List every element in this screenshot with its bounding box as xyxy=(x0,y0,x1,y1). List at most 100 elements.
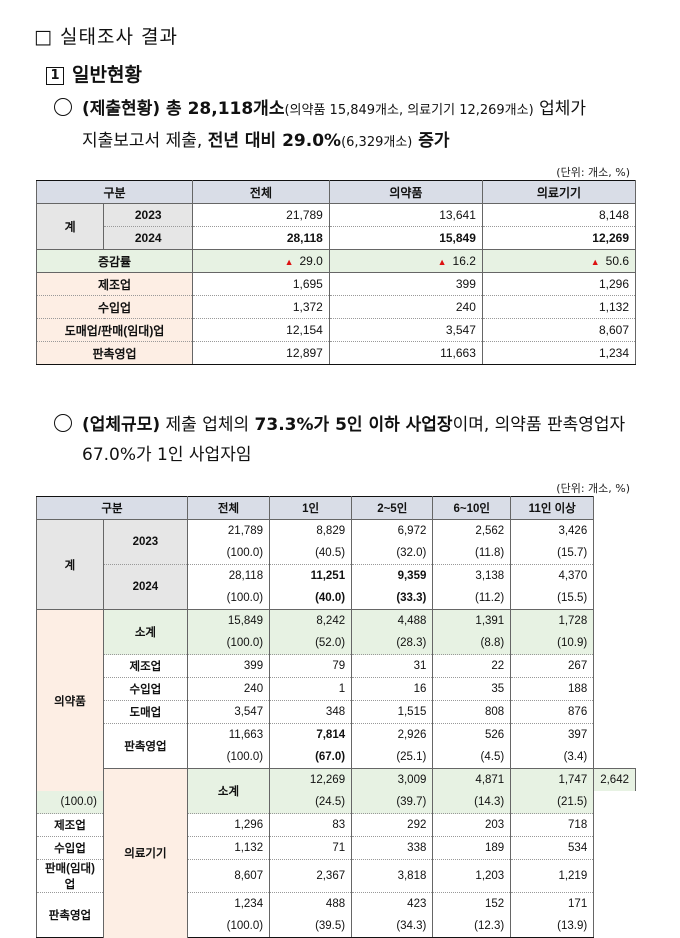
table-row: (100.0) (40.5) (32.0) (11.8) (15.7) xyxy=(37,542,636,565)
cell: 348 xyxy=(269,700,353,724)
cell: (21.5) xyxy=(510,791,595,814)
table-row: 계 2023 21,789 13,641 8,148 xyxy=(35,203,637,250)
subsection-number: 1 xyxy=(46,67,64,85)
growth-label: 증감률 xyxy=(35,249,194,273)
cell: (32.0) xyxy=(351,542,434,565)
cell: 3,138 xyxy=(432,564,512,587)
header-category: 구분 xyxy=(36,496,188,520)
drug-group-label: 의약품 xyxy=(36,609,104,791)
cell: 240 xyxy=(328,295,483,319)
para1-line2a: 지출보고서 제출, xyxy=(82,131,208,151)
row-label: 판매(임대)업 xyxy=(36,859,104,893)
header-drug: 의약품 xyxy=(328,180,483,204)
row-label: 수입업 xyxy=(102,677,188,701)
cell: 7,814 xyxy=(269,723,353,746)
table2-unit: (단위: 개소, %) xyxy=(556,482,630,495)
para2-part4: 이며, 의약품 판촉영업자 xyxy=(452,415,626,435)
header-2to5: 2~5인 xyxy=(351,496,434,520)
year-label: 2024 xyxy=(102,564,188,610)
checkbox-square-icon: □ xyxy=(34,26,53,48)
table-row: 도매업 3,547 348 1,515 808 876 xyxy=(37,700,636,724)
table-row: 판촉영업 12,897 11,663 1,234 xyxy=(35,341,637,365)
subtotal-label: 소계 xyxy=(186,768,271,814)
paragraph-submission: (제출현황) 총 28,118개소(의약품 15,849개소, 의료기기 12,… xyxy=(54,94,654,158)
table-row: 의약품 소계 15,849 8,242 4,488 1,391 1,728 xyxy=(36,609,636,791)
row-label: 수입업 xyxy=(35,295,194,319)
up-triangle-icon: ▲ xyxy=(590,257,600,267)
cell: (12.3) xyxy=(432,915,512,938)
cell: 292 xyxy=(351,813,434,837)
table-row: 수입업 1,132 71 338 189 534 xyxy=(36,836,636,860)
para1-line2b: 전년 대비 29.0% xyxy=(207,131,342,151)
cell: 1,695 xyxy=(192,272,330,296)
cell: 8,607 xyxy=(481,318,637,342)
table-row: 수입업 240 1 16 35 188 xyxy=(37,677,636,701)
cell: (39.7) xyxy=(351,791,434,814)
table-row: 2024 28,118 15,849 12,269 xyxy=(37,226,637,250)
cell: 3,547 xyxy=(186,700,271,724)
para1-part2: (의약품 15,849개소, 의료기기 12,269개소) xyxy=(284,103,534,118)
cell: 338 xyxy=(351,836,434,860)
subsection-heading: 1 일반현황 xyxy=(46,60,142,87)
cell: 1,372 xyxy=(192,295,330,319)
cell: (100.0) xyxy=(186,915,271,938)
table-row: (100.0) (52.0) (28.3) (8.8) (10.9) xyxy=(37,632,636,655)
cell: (52.0) xyxy=(269,632,353,655)
header-1person: 1인 xyxy=(269,496,353,520)
paragraph-size: (업체규모) 제출 업체의 73.3%가 5인 이하 사업장이며, 의약품 판촉… xyxy=(54,410,654,470)
cell: 35 xyxy=(432,677,512,701)
table-row: 제조업 399 79 31 22 267 xyxy=(37,654,636,678)
cell: 21,789 xyxy=(186,519,271,542)
cell: 15,849 xyxy=(186,609,271,632)
table-row: 수입업 1,372 240 1,132 xyxy=(35,295,637,319)
cell: 22 xyxy=(432,654,512,678)
cell: 718 xyxy=(510,813,595,837)
cell: (14.3) xyxy=(432,791,512,814)
cell: 8,829 xyxy=(269,519,353,542)
cell: 9,359 xyxy=(351,564,434,587)
cell: 4,871 xyxy=(432,768,512,791)
cell: 1,391 xyxy=(432,609,512,632)
para2-part3: 73.3%가 5인 이하 사업장 xyxy=(254,415,453,435)
cell: (11.8) xyxy=(432,542,512,565)
circle-bullet-icon xyxy=(54,98,72,116)
cell: (11.2) xyxy=(432,587,512,610)
section-title: 실태조사 결과 xyxy=(60,26,178,48)
row-label: 제조업 xyxy=(35,272,194,296)
row-label: 제조업 xyxy=(36,813,104,837)
cell: 1,234 xyxy=(481,341,637,365)
para2-part1: (업체규모) xyxy=(82,415,161,435)
row-label: 판촉영업 xyxy=(36,892,104,938)
cell: 203 xyxy=(432,813,512,837)
cell: 2,367 xyxy=(269,859,353,893)
cell: 12,269 xyxy=(481,226,637,250)
table-row: 2024 28,118 11,251 9,359 3,138 4,370 xyxy=(37,564,636,610)
cell: 3,009 xyxy=(351,768,434,791)
cell: 31 xyxy=(351,654,434,678)
cell: (67.0) xyxy=(269,746,353,769)
year-label: 2023 xyxy=(102,519,188,565)
table-row: 의료기기 소계 12,269 3,009 4,871 1,747 2,642 xyxy=(37,768,636,938)
cell: 876 xyxy=(510,700,595,724)
cell: 267 xyxy=(510,654,595,678)
table-row: 도매업/판매(임대)업 12,154 3,547 8,607 xyxy=(35,318,637,342)
cell: 171 xyxy=(510,892,595,915)
para1-part1: (제출현황) 총 28,118개소 xyxy=(82,99,285,119)
subsection-title: 일반현황 xyxy=(72,64,142,86)
cell: (34.3) xyxy=(351,915,434,938)
cell: (25.1) xyxy=(351,746,434,769)
cell: (8.8) xyxy=(432,632,512,655)
header-total: 전체 xyxy=(186,496,271,520)
cell: 83 xyxy=(269,813,353,837)
cell: 1,747 xyxy=(510,768,595,791)
table-row: (100.0) (40.0) (33.3) (11.2) (15.5) xyxy=(37,587,636,610)
cell: (10.9) xyxy=(510,632,595,655)
row-label: 판촉영업 xyxy=(102,723,188,769)
cell: 2,642 xyxy=(593,768,636,791)
total-label: 계 xyxy=(36,519,104,610)
cell: 399 xyxy=(328,272,483,296)
cell: (100.0) xyxy=(186,632,271,655)
cell: (40.5) xyxy=(269,542,353,565)
cell: 15,849 xyxy=(328,226,483,250)
size-table: 구분 전체 1인 2~5인 6~10인 11인 이상 계 2023 21,789… xyxy=(36,496,636,938)
